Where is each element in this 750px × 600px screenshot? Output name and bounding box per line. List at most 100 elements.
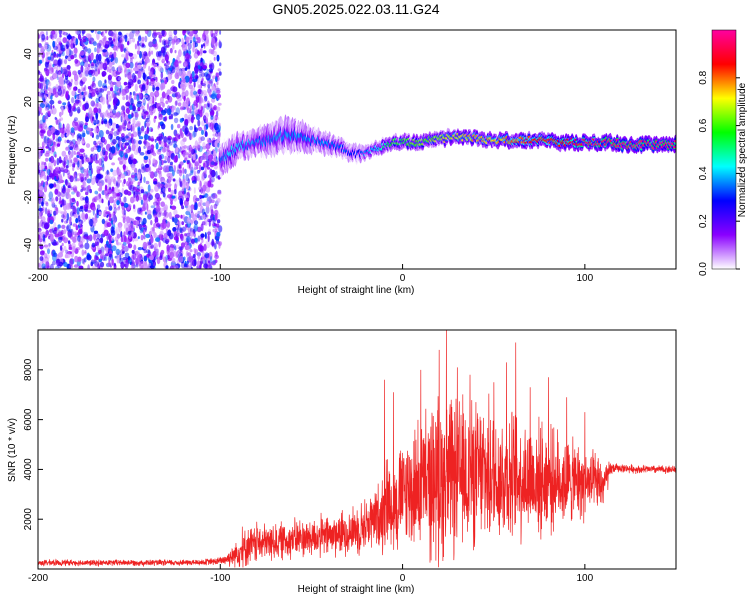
spectrogram-noise-cell [179,146,182,153]
spectrogram-noise-cell [38,71,42,76]
spectrogram-noise-cell [144,120,147,128]
spectrogram-noise-cell [172,112,178,117]
spectrogram-noise-cell [153,242,158,249]
spectrogram-noise-cell [196,175,200,181]
spectrogram-noise-cell [108,259,111,267]
spectrogram-noise-cell [98,130,104,138]
spectrogram-noise-cell [152,40,158,47]
spectrogram-noise-cell [134,30,139,37]
spectrogram-noise-cell [135,220,140,225]
spectrogram-noise-cell [147,213,152,220]
spectrogram-noise-cell [186,183,190,190]
spectrogram-noise-cell [141,105,145,111]
spectrogram-noise-cell [150,135,154,143]
spectrogram-noise-cell [172,178,176,182]
spectrogram-noise-cell [173,117,179,124]
spectrogram-noise-cell [191,103,195,111]
spectrogram-noise-cell [145,233,150,239]
spectrogram-noise-cell [76,200,79,207]
spectrogram-noise-cell [185,52,190,60]
spectrogram-noise-cell [63,229,67,235]
spectrogram-noise-cell [62,234,66,242]
spectrogram-noise-cell [56,76,60,81]
spectrogram-noise-cell [190,169,194,176]
spectrogram-noise-cell [112,81,117,85]
spectrogram-noise-cell [164,116,168,121]
spectrogram-noise-cell [121,133,125,138]
spectrogram-noise-cell [191,256,196,261]
spectrogram-noise-cell [87,48,92,54]
spectrogram-noise-cell [152,152,157,157]
spectrogram-noise-cell [148,71,153,76]
spectrogram-noise-cell [52,40,56,48]
spectrogram-noise-cell [149,91,155,98]
spectrogram-noise-cell [144,211,147,215]
spectrogram-noise-cell [182,151,186,158]
spectrogram-noise-cell [134,237,139,242]
spectrogram-noise-cell [171,44,175,50]
spectrogram-noise-cell [71,90,76,97]
spectrogram-noise-cell [206,194,209,201]
spectrogram-noise-cell [62,102,67,106]
spectrogram-noise-cell [118,136,123,142]
spectrogram-noise-cell [115,74,118,81]
spectrogram-noise-cell [177,102,182,107]
spectrogram-noise-cell [208,70,212,79]
spectrogram-noise-cell [74,58,79,64]
spectrogram-noise-cell [110,176,116,183]
spectrogram-noise-cell [58,118,62,123]
spectrogram-noise-cell [93,59,97,64]
spectrogram-noise-cell [59,34,62,38]
spectrogram-noise-cell [166,145,170,153]
spectrogram-noise-cell [105,206,108,211]
spectrogram-noise-cell [183,187,187,195]
spectrogram-noise-cell [92,116,95,122]
spectrogram-noise-cell [99,95,104,103]
spectrogram-noise-cell [100,174,104,179]
spectrogram-noise-cell [215,170,218,179]
spectrogram-noise-cell [57,58,63,66]
spectrogram-noise-cell [54,116,57,120]
spectrogram-noise-cell [50,104,53,110]
spectrogram-noise-cell [77,88,81,94]
spectrogram-noise-cell [205,123,209,130]
spectrogram-noise-cell [123,34,128,39]
spectrogram-noise-cell [87,63,91,68]
spectrogram-noise-cell [50,155,55,164]
spectrogram-noise-cell [140,234,144,241]
spectrogram-noise-cell [180,73,185,80]
spectrogram-noise-cell [139,207,142,211]
spectrogram-noise-cell [119,150,124,158]
spectrogram-noise-cell [156,31,162,36]
spectrogram-noise-cell [110,81,114,89]
spectrogram-noise-cell [105,247,109,254]
spectrogram-noise-cell [160,201,165,207]
spectrogram-noise-cell [69,211,74,217]
spectrogram-noise-cell [175,251,179,258]
spectrogram-noise-cell [80,39,83,46]
spectrogram-noise-cell [123,196,127,203]
spectrogram-noise-cell [83,59,88,68]
spectrogram-noise-cell [136,50,141,55]
spectrogram-noise-cell [120,44,123,53]
spectrogram-noise-cell [96,173,102,179]
spectrogram-noise-cell [95,233,99,238]
spectrogram-noise-cell [89,40,92,45]
spectrogram-noise-cell [77,215,81,223]
spectrogram-noise-cell [138,140,142,145]
spectrogram-noise-cell [183,256,186,261]
spectrogram-noise-cell [116,175,121,181]
spectrogram-noise-cell [170,113,173,120]
spectrogram-noise-cell [200,223,204,232]
spectrogram-noise-cell [93,230,99,234]
spectrogram-noise-cell [95,159,99,164]
spectrogram-noise-cell [176,169,180,174]
spectrogram-noise-cell [107,43,112,48]
spectrogram-noise-cell [40,130,46,134]
spectrogram-noise-cell [38,151,41,160]
spectrogram-noise-cell [68,69,71,77]
spectrogram-noise-cell [99,64,103,71]
spectrogram-noise-cell [108,205,113,211]
spectrogram-noise-cell [181,233,184,242]
spectrogram-noise-cell [148,50,151,57]
